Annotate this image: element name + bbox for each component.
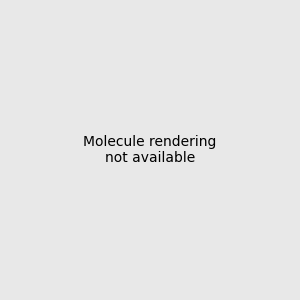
Text: Molecule rendering
not available: Molecule rendering not available: [83, 135, 217, 165]
